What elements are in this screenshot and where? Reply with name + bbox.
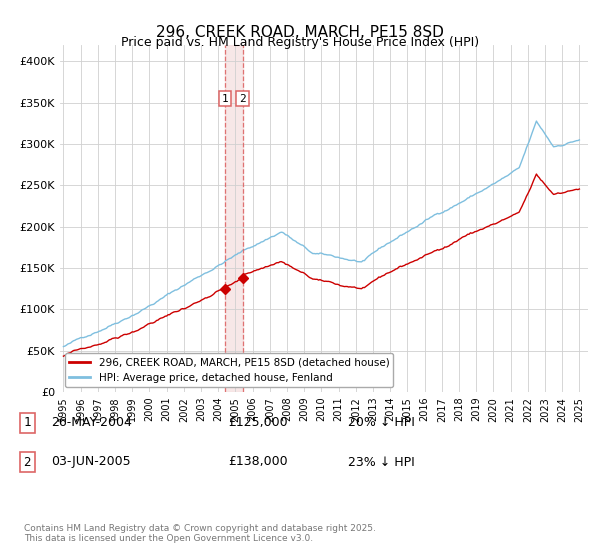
Text: Contains HM Land Registry data © Crown copyright and database right 2025.
This d: Contains HM Land Registry data © Crown c… — [24, 524, 376, 543]
Text: 03-JUN-2005: 03-JUN-2005 — [51, 455, 131, 469]
Text: £138,000: £138,000 — [228, 455, 287, 469]
Text: 1: 1 — [221, 94, 228, 104]
Text: 296, CREEK ROAD, MARCH, PE15 8SD: 296, CREEK ROAD, MARCH, PE15 8SD — [156, 25, 444, 40]
Text: 26-MAY-2004: 26-MAY-2004 — [51, 416, 132, 430]
Bar — [225, 45, 242, 392]
Text: 23% ↓ HPI: 23% ↓ HPI — [348, 455, 415, 469]
Text: £125,000: £125,000 — [228, 416, 287, 430]
Text: 2: 2 — [23, 455, 31, 469]
Text: Price paid vs. HM Land Registry's House Price Index (HPI): Price paid vs. HM Land Registry's House … — [121, 36, 479, 49]
Text: 1: 1 — [23, 416, 31, 430]
Legend: 296, CREEK ROAD, MARCH, PE15 8SD (detached house), HPI: Average price, detached : 296, CREEK ROAD, MARCH, PE15 8SD (detach… — [65, 353, 394, 387]
Text: 2: 2 — [239, 94, 246, 104]
Text: 20% ↓ HPI: 20% ↓ HPI — [348, 416, 415, 430]
